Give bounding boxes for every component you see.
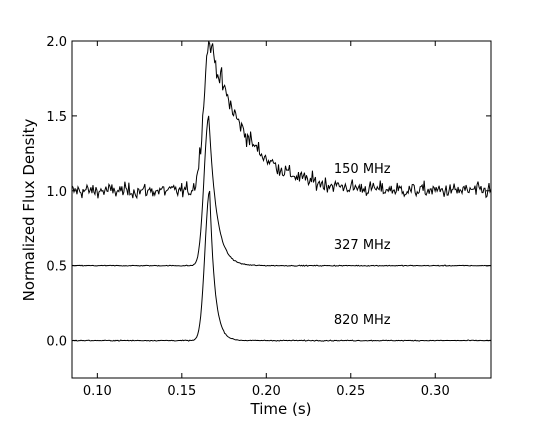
y-tick-label: 1.0 xyxy=(46,185,67,200)
y-tick-label: 2.0 xyxy=(46,35,67,50)
series-label: 327 MHz xyxy=(334,238,391,253)
x-axis-title: Time (s) xyxy=(250,400,312,418)
y-tick-label: 0.0 xyxy=(46,335,67,350)
y-tick-label: 1.5 xyxy=(46,110,67,125)
series-line xyxy=(71,115,492,267)
x-tick-label: 0.10 xyxy=(83,384,112,399)
y-tick-label: 0.5 xyxy=(46,260,67,275)
series-line xyxy=(71,190,492,342)
x-tick-label: 0.25 xyxy=(336,384,365,399)
y-axis-ticks: 0.0 0.5 1.0 1.5 2.0 xyxy=(46,35,491,350)
series-line xyxy=(71,41,492,200)
series-label: 150 MHz xyxy=(334,162,391,177)
y-axis-title: Normalized Flux Density xyxy=(20,118,38,301)
x-tick-label: 0.15 xyxy=(167,384,196,399)
series-layer: 150 MHz 327 MHz 820 MHz xyxy=(71,41,492,342)
x-axis-ticks: 0.10 0.15 0.20 0.25 0.30 xyxy=(83,41,450,399)
plot-frame xyxy=(71,40,492,379)
x-tick-label: 0.30 xyxy=(421,384,450,399)
x-tick-label: 0.20 xyxy=(252,384,281,399)
series-label: 820 MHz xyxy=(334,313,391,328)
